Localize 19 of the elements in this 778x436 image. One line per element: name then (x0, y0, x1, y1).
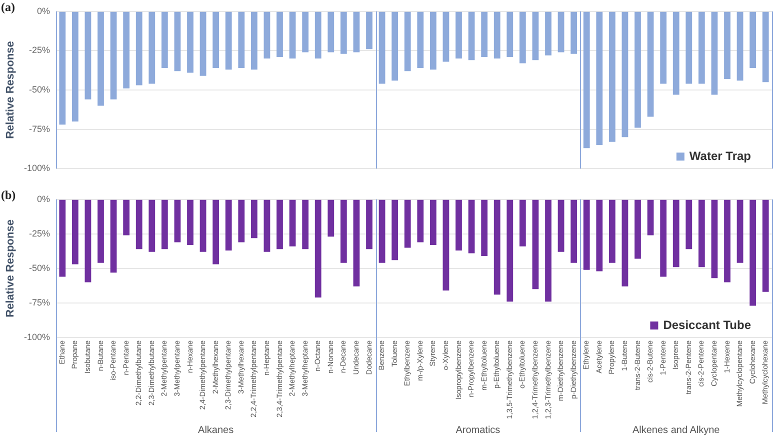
y-tick-label: -100% (24, 332, 50, 342)
y-axis-title: Relative Response (4, 41, 17, 139)
y-tick-label: -75% (28, 297, 50, 308)
legend-label: Desiccant Tube (663, 318, 752, 332)
y-tick-label: 0% (36, 6, 50, 16)
y-tick-label: -50% (28, 84, 50, 94)
text: Alkenes and Alkyne (632, 424, 720, 436)
y-tick-label: 0% (36, 194, 50, 204)
legend-label: Water Trap (689, 148, 752, 163)
y-tick-label: -25% (28, 45, 50, 56)
text: Alkanes (198, 424, 234, 436)
y-axis-title: Relative Response (4, 220, 17, 318)
chart-title: (a) (1, 0, 15, 15)
chart-title: (b) (1, 188, 16, 203)
y-tick-label: -75% (28, 124, 50, 134)
text: Aromatics (456, 424, 500, 436)
y-tick-label: -100% (24, 163, 50, 174)
y-tick-label: -50% (28, 262, 50, 273)
y-tick-label: -25% (28, 228, 50, 238)
